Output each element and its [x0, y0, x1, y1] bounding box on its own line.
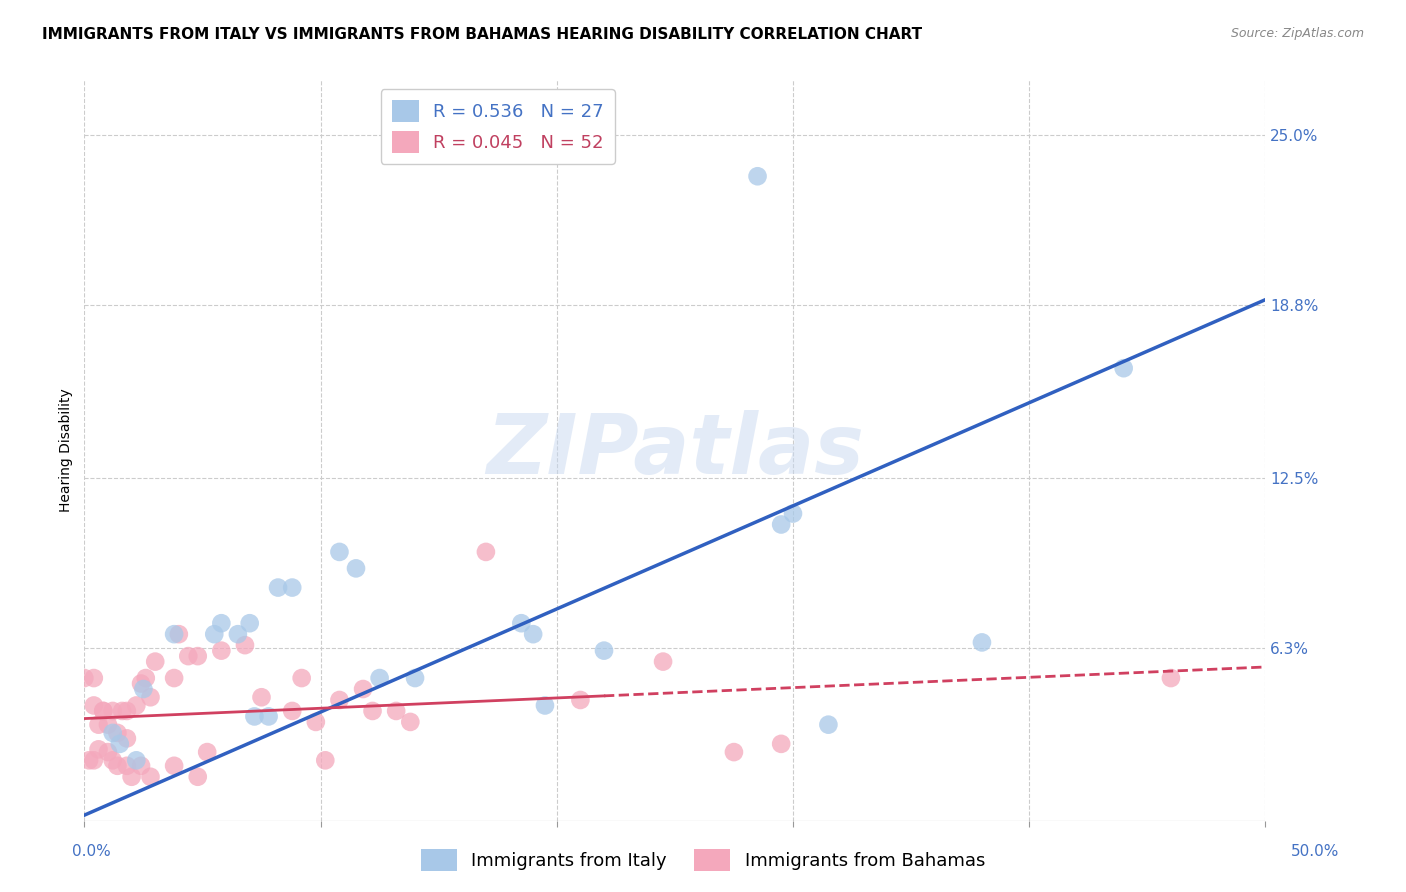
- Point: [135, 671, 157, 685]
- Point: [187, 649, 209, 664]
- Point: [107, 759, 129, 773]
- Point: [115, 731, 138, 746]
- Point: [233, 638, 256, 652]
- Point: [115, 759, 138, 773]
- Point: [368, 671, 391, 685]
- Point: [404, 671, 426, 685]
- Point: [121, 770, 143, 784]
- Point: [143, 655, 166, 669]
- Point: [1160, 671, 1182, 685]
- Point: [475, 545, 498, 559]
- Point: [770, 737, 793, 751]
- Point: [91, 704, 114, 718]
- Point: [195, 745, 218, 759]
- Point: [83, 753, 105, 767]
- Point: [399, 714, 422, 729]
- Point: [108, 737, 131, 751]
- Point: [129, 759, 152, 773]
- Text: IMMIGRANTS FROM ITALY VS IMMIGRANTS FROM BAHAMAS HEARING DISABILITY CORRELATION : IMMIGRANTS FROM ITALY VS IMMIGRANTS FROM…: [42, 27, 922, 42]
- Point: [87, 717, 110, 731]
- Text: ZIPatlas: ZIPatlas: [486, 410, 863, 491]
- Point: [243, 709, 266, 723]
- Point: [132, 681, 155, 696]
- Point: [344, 561, 367, 575]
- Point: [385, 704, 408, 718]
- Point: [77, 753, 100, 767]
- Point: [73, 671, 96, 685]
- Point: [782, 507, 804, 521]
- Point: [257, 709, 280, 723]
- Point: [83, 698, 105, 713]
- Point: [177, 649, 200, 664]
- Point: [250, 690, 273, 705]
- Point: [817, 717, 839, 731]
- Point: [226, 627, 249, 641]
- Point: [163, 671, 186, 685]
- Point: [87, 742, 110, 756]
- Point: [652, 655, 675, 669]
- Point: [97, 745, 120, 759]
- Point: [314, 753, 336, 767]
- Point: [534, 698, 557, 713]
- Point: [129, 676, 152, 690]
- Point: [97, 717, 120, 731]
- Point: [83, 671, 105, 685]
- Point: [139, 770, 162, 784]
- Point: [125, 753, 148, 767]
- Point: [209, 616, 232, 631]
- Point: [202, 627, 225, 641]
- Point: [305, 714, 328, 729]
- Point: [187, 770, 209, 784]
- Legend: R = 0.536   N = 27, R = 0.045   N = 52: R = 0.536 N = 27, R = 0.045 N = 52: [381, 89, 614, 164]
- Point: [239, 616, 262, 631]
- Point: [167, 627, 190, 641]
- Point: [101, 704, 124, 718]
- Point: [328, 545, 350, 559]
- Point: [970, 635, 993, 649]
- Point: [569, 693, 592, 707]
- Point: [107, 726, 129, 740]
- Point: [747, 169, 769, 184]
- Text: 50.0%: 50.0%: [1291, 845, 1339, 859]
- Point: [1112, 361, 1135, 376]
- Point: [281, 704, 304, 718]
- Point: [111, 704, 134, 718]
- Point: [101, 753, 124, 767]
- Point: [91, 704, 114, 718]
- Point: [510, 616, 533, 631]
- Point: [125, 698, 148, 713]
- Legend: Immigrants from Italy, Immigrants from Bahamas: Immigrants from Italy, Immigrants from B…: [413, 842, 993, 879]
- Y-axis label: Hearing Disability: Hearing Disability: [59, 389, 73, 512]
- Point: [291, 671, 314, 685]
- Point: [328, 693, 350, 707]
- Text: Source: ZipAtlas.com: Source: ZipAtlas.com: [1230, 27, 1364, 40]
- Point: [281, 581, 304, 595]
- Point: [267, 581, 290, 595]
- Point: [522, 627, 544, 641]
- Point: [361, 704, 384, 718]
- Point: [163, 627, 186, 641]
- Text: 0.0%: 0.0%: [72, 845, 111, 859]
- Point: [770, 517, 793, 532]
- Point: [352, 681, 374, 696]
- Point: [163, 759, 186, 773]
- Point: [723, 745, 745, 759]
- Point: [593, 643, 616, 657]
- Point: [139, 690, 162, 705]
- Point: [209, 643, 232, 657]
- Point: [101, 726, 124, 740]
- Point: [115, 704, 138, 718]
